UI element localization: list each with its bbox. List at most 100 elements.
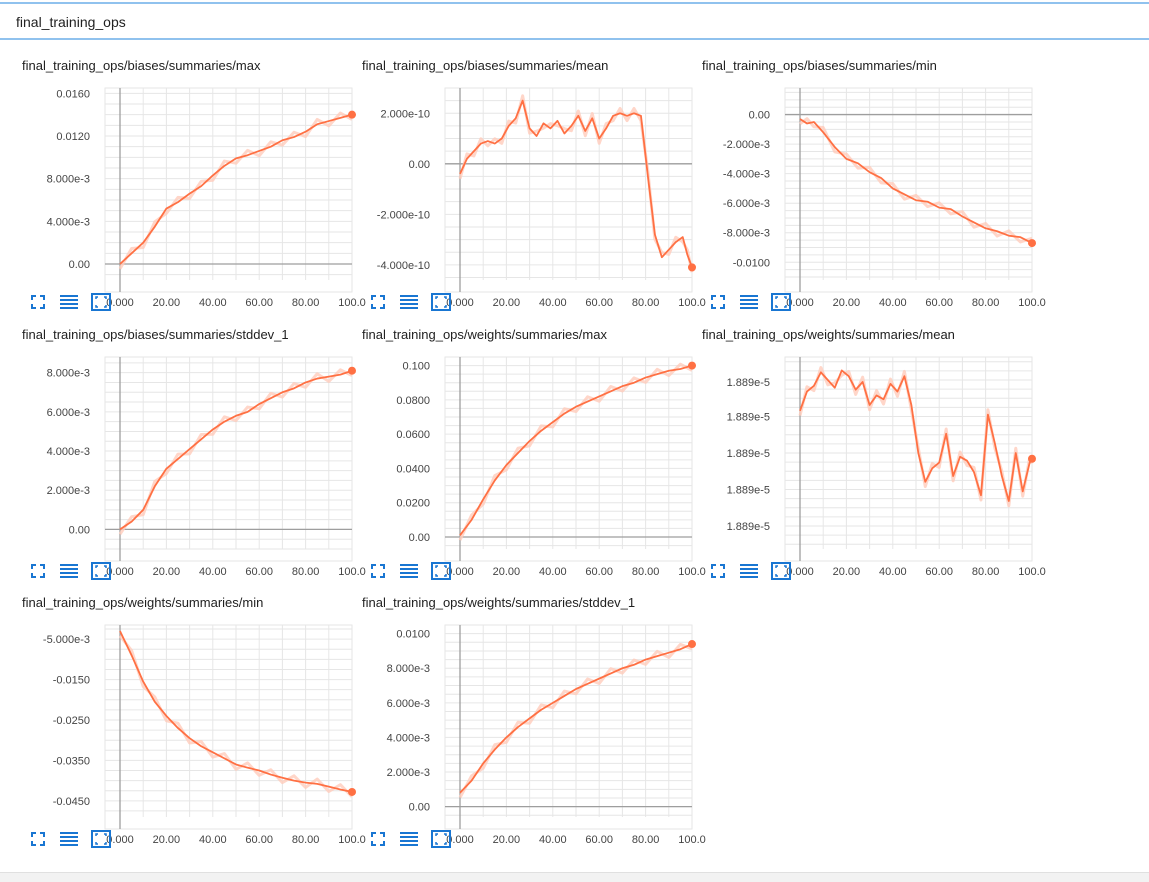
- fit-domain-icon: [91, 562, 111, 580]
- grid: [104, 356, 353, 562]
- toggle-data-button[interactable]: [59, 830, 79, 848]
- expand-button[interactable]: [30, 830, 46, 848]
- y-tick-label: -2.000e-10: [377, 209, 430, 221]
- chart-title: final_training_ops/biases/summaries/max: [22, 58, 261, 73]
- plot-frame: [444, 87, 693, 293]
- chart-plot[interactable]: -0.0100 -8.000e-3 -6.000e-3 -4.000e-3 -2.000…: [680, 80, 1046, 310]
- expand-button[interactable]: [30, 293, 46, 311]
- chart-card: final_training_ops/biases/summaries/stdd…: [0, 327, 366, 597]
- grid: [104, 87, 353, 293]
- data-list-icon: [740, 564, 758, 578]
- y-tick-label: 0.00: [69, 259, 90, 271]
- x-tick-label: 60.00: [925, 297, 953, 309]
- series-end-point: [688, 361, 696, 370]
- chart-plot[interactable]: 1.889e-5 1.889e-5 1.889e-5 1.889e-5 1.889e-5…: [680, 349, 1046, 579]
- chart-plot[interactable]: 0.00 0.0200 0.0400 0.0600 0.0800 0.100 0.000 20…: [340, 349, 706, 579]
- data-list-icon: [400, 295, 418, 309]
- expand-button[interactable]: [370, 830, 386, 848]
- fit-domain-button[interactable]: [430, 293, 452, 311]
- y-tick-label: 0.0100: [396, 629, 430, 641]
- y-tick-label: 0.100: [402, 361, 430, 373]
- fullscreen-icon: [31, 295, 45, 309]
- group-header[interactable]: final_training_ops: [0, 2, 1149, 40]
- x-tick-label: 40.00: [199, 566, 227, 578]
- x-tick-label: 80.00: [632, 566, 660, 578]
- plot-frame: [444, 624, 693, 830]
- expand-button[interactable]: [710, 293, 726, 311]
- chart-title: final_training_ops/biases/summaries/min: [702, 58, 937, 73]
- y-tick-label: 8.000e-3: [387, 663, 430, 675]
- chart-plot[interactable]: 0.00 2.000e-3 4.000e-3 6.000e-3 8.000e-3 0.01…: [340, 617, 706, 847]
- toggle-data-button[interactable]: [399, 293, 419, 311]
- chart-controls: [30, 830, 120, 850]
- y-tick-label: 0.0200: [396, 498, 430, 510]
- fit-domain-button[interactable]: [90, 562, 112, 580]
- series-end-point: [688, 263, 696, 272]
- y-tick-label: 0.00: [69, 524, 90, 536]
- fit-domain-icon: [91, 293, 111, 311]
- toggle-data-button[interactable]: [59, 293, 79, 311]
- chart-plot[interactable]: -4.000e-10 -2.000e-10 0.00 2.000e-10 0.000 20…: [340, 80, 706, 310]
- fit-domain-button[interactable]: [90, 830, 112, 848]
- y-tick-label: 1.889e-5: [727, 521, 770, 533]
- chart-title: final_training_ops/weights/summaries/mea…: [702, 327, 955, 342]
- fit-domain-icon: [91, 830, 111, 848]
- plot-frame: [444, 356, 693, 562]
- toggle-data-button[interactable]: [739, 562, 759, 580]
- fit-domain-icon: [771, 562, 791, 580]
- group-title: final_training_ops: [16, 14, 126, 30]
- series-end-point: [1028, 239, 1036, 248]
- expand-button[interactable]: [370, 562, 386, 580]
- y-tick-label: -4.000e-3: [723, 169, 770, 181]
- expand-button[interactable]: [710, 562, 726, 580]
- x-tick-label: 40.00: [539, 834, 567, 846]
- y-tick-label: 1.889e-5: [727, 484, 770, 496]
- series-end-point: [1028, 454, 1036, 463]
- y-tick-label: 4.000e-3: [47, 216, 90, 228]
- x-tick-label: 0.000: [446, 297, 474, 309]
- series-raw-line: [458, 362, 693, 541]
- fit-domain-icon: [771, 293, 791, 311]
- fit-domain-button[interactable]: [430, 830, 452, 848]
- series-line: [799, 118, 1033, 244]
- y-tick-label: -0.0250: [53, 715, 90, 727]
- chart-plot[interactable]: 0.00 2.000e-3 4.000e-3 6.000e-3 8.000e-3 0.00…: [0, 349, 366, 579]
- x-tick-label: 40.00: [879, 297, 907, 309]
- x-tick-label: 60.00: [585, 297, 613, 309]
- toggle-data-button[interactable]: [59, 562, 79, 580]
- chart-title: final_training_ops/weights/summaries/max: [362, 327, 607, 342]
- fullscreen-icon: [711, 295, 725, 309]
- fullscreen-icon: [711, 564, 725, 578]
- y-tick-label: 1.889e-5: [727, 448, 770, 460]
- fit-domain-button[interactable]: [90, 293, 112, 311]
- chart-controls: [370, 293, 460, 313]
- y-tick-label: 1.889e-5: [727, 377, 770, 389]
- grid: [784, 87, 1033, 293]
- toggle-data-button[interactable]: [739, 293, 759, 311]
- chart-plot[interactable]: 0.00 4.000e-3 8.000e-3 0.0120 0.0160 0.000 20.…: [0, 80, 366, 310]
- y-tick-label: 0.00: [409, 532, 430, 544]
- x-tick-label: 0.000: [106, 834, 134, 846]
- y-tick-label: 0.00: [409, 159, 430, 171]
- y-tick-label: 0.0800: [396, 395, 430, 407]
- y-tick-label: 0.0400: [396, 463, 430, 475]
- toggle-data-button[interactable]: [399, 562, 419, 580]
- expand-button[interactable]: [30, 562, 46, 580]
- x-tick-label: 100.0: [678, 297, 706, 309]
- x-tick-label: 0.000: [786, 297, 814, 309]
- series-end-point: [348, 366, 356, 375]
- fit-domain-button[interactable]: [430, 562, 452, 580]
- chart-title: final_training_ops/weights/summaries/min: [22, 595, 264, 610]
- chart-plot[interactable]: -0.0450 -0.0350 -0.0250 -0.0150 -5.000e-3 0.0…: [0, 617, 366, 847]
- fit-domain-button[interactable]: [770, 293, 792, 311]
- y-tick-label: -0.0450: [53, 796, 90, 808]
- x-tick-label: 80.00: [292, 297, 320, 309]
- x-tick-label: 20.00: [833, 566, 861, 578]
- fit-domain-button[interactable]: [770, 562, 792, 580]
- toggle-data-button[interactable]: [399, 830, 419, 848]
- fullscreen-icon: [371, 832, 385, 846]
- x-tick-label: 20.00: [493, 566, 521, 578]
- y-tick-label: -5.000e-3: [43, 634, 90, 646]
- y-tick-label: -0.0100: [733, 257, 770, 269]
- expand-button[interactable]: [370, 293, 386, 311]
